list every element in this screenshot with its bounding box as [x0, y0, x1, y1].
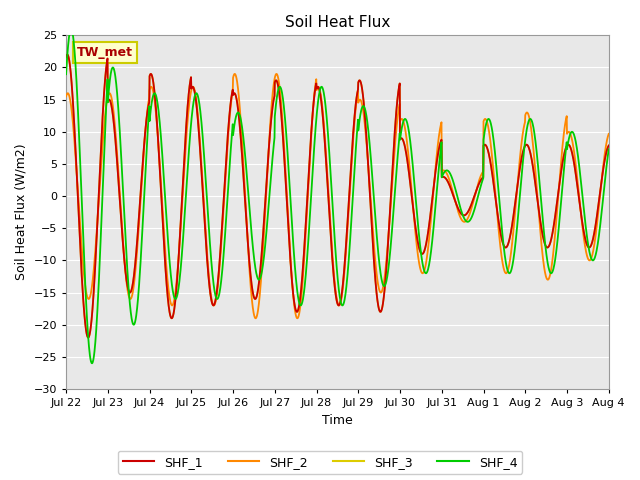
- X-axis label: Time: Time: [322, 414, 353, 427]
- Y-axis label: Soil Heat Flux (W/m2): Soil Heat Flux (W/m2): [15, 144, 28, 280]
- Text: TW_met: TW_met: [77, 46, 133, 59]
- Title: Soil Heat Flux: Soil Heat Flux: [285, 15, 390, 30]
- Legend: SHF_1, SHF_2, SHF_3, SHF_4: SHF_1, SHF_2, SHF_3, SHF_4: [118, 451, 522, 474]
